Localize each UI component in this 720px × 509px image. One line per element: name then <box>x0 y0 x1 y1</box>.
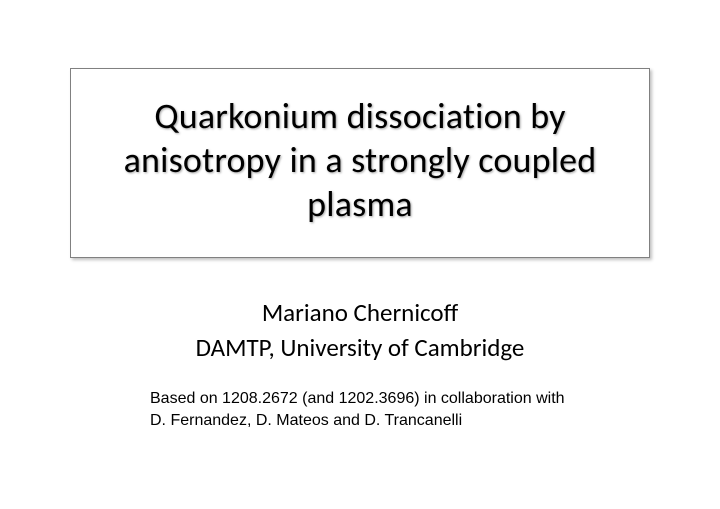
title-box: Quarkonium dissociation by anisotropy in… <box>70 68 650 258</box>
credits-block: Based on 1208.2672 (and 1202.3696) in co… <box>150 388 610 431</box>
author-block: Mariano Chernicoff DAMTP, University of … <box>0 295 720 365</box>
author-name: Mariano Chernicoff <box>0 295 720 330</box>
credits-line-2: D. Fernandez, D. Mateos and D. Trancanel… <box>150 410 610 432</box>
author-affiliation: DAMTP, University of Cambridge <box>0 330 720 365</box>
credits-line-1: Based on 1208.2672 (and 1202.3696) in co… <box>150 388 610 410</box>
slide-title: Quarkonium dissociation by anisotropy in… <box>91 95 629 227</box>
title-slide: Quarkonium dissociation by anisotropy in… <box>0 0 720 509</box>
